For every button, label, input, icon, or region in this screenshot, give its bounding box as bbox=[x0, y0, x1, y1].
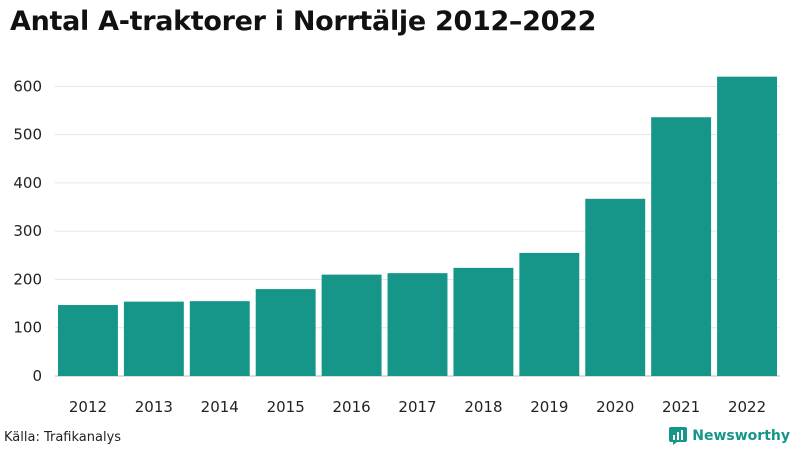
bar-2014 bbox=[189, 301, 250, 376]
x-axis-ticks: 2012 2013 2014 2015 2016 2017 2018 2019 2020 2021… bbox=[69, 398, 766, 416]
bar-2019 bbox=[519, 252, 580, 376]
bar-2013 bbox=[123, 301, 184, 376]
x-tick-label: 2014 bbox=[201, 398, 239, 416]
newsworthy-logo-icon bbox=[669, 427, 688, 445]
bar-2015 bbox=[255, 289, 316, 376]
x-tick-label: 2021 bbox=[662, 398, 700, 416]
bar-2020 bbox=[585, 198, 646, 376]
y-tick-label: 0 bbox=[32, 367, 42, 385]
y-tick-label: 300 bbox=[13, 222, 42, 240]
bar-2017 bbox=[387, 273, 448, 376]
bar-2016 bbox=[321, 274, 382, 376]
x-tick-label: 2016 bbox=[332, 398, 370, 416]
x-tick-label: 2017 bbox=[398, 398, 436, 416]
x-tick-label: 2020 bbox=[596, 398, 634, 416]
y-tick-label: 500 bbox=[13, 126, 42, 144]
bar-2012 bbox=[58, 305, 118, 376]
x-tick-label: 2012 bbox=[69, 398, 107, 416]
brand-name: Newsworthy bbox=[692, 428, 790, 444]
y-tick-label: 400 bbox=[13, 174, 42, 192]
bar-2021 bbox=[651, 117, 712, 377]
y-tick-label: 200 bbox=[13, 270, 42, 288]
source-note: Källa: Trafikanalys bbox=[4, 430, 122, 445]
brand: Newsworthy bbox=[669, 427, 790, 445]
y-axis-ticks: 0 100 200 300 400 500 600 bbox=[13, 77, 42, 385]
y-tick-label: 100 bbox=[13, 319, 42, 337]
x-tick-label: 2013 bbox=[135, 398, 173, 416]
x-tick-label: 2015 bbox=[267, 398, 305, 416]
chart-title: Antal A-traktorer i Norrtälje 2012–2022 bbox=[10, 6, 597, 37]
x-tick-label: 2022 bbox=[728, 398, 766, 416]
bar-2022 bbox=[717, 76, 777, 376]
bars bbox=[58, 76, 777, 377]
bar-2018 bbox=[453, 267, 514, 376]
y-tick-label: 600 bbox=[13, 77, 42, 95]
x-tick-label: 2018 bbox=[464, 398, 502, 416]
x-tick-label: 2019 bbox=[530, 398, 568, 416]
